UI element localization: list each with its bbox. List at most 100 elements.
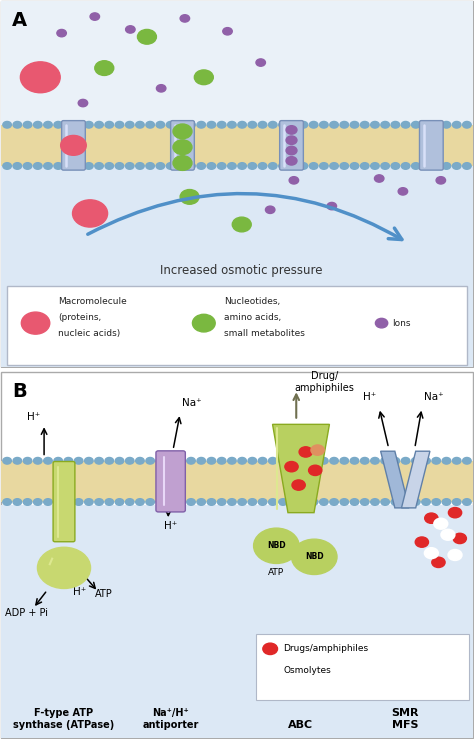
Circle shape — [57, 30, 66, 37]
Circle shape — [146, 163, 155, 169]
Circle shape — [207, 457, 216, 464]
FancyBboxPatch shape — [1, 125, 473, 166]
Text: Increased osmotic pressure: Increased osmotic pressure — [161, 264, 323, 277]
Circle shape — [411, 121, 420, 128]
Circle shape — [54, 499, 63, 505]
Circle shape — [350, 163, 359, 169]
Circle shape — [286, 126, 297, 134]
Circle shape — [311, 445, 324, 455]
Text: Na⁺/H⁺
antiporter: Na⁺/H⁺ antiporter — [143, 708, 199, 730]
Text: Osmolytes: Osmolytes — [283, 667, 331, 675]
Text: amino acids,: amino acids, — [224, 313, 281, 321]
Text: nucleic acids): nucleic acids) — [58, 329, 120, 338]
Circle shape — [126, 121, 134, 128]
Circle shape — [442, 163, 451, 169]
Circle shape — [13, 499, 22, 505]
Text: H⁺: H⁺ — [73, 587, 86, 597]
Circle shape — [136, 457, 144, 464]
FancyBboxPatch shape — [62, 120, 85, 170]
Circle shape — [176, 121, 185, 128]
Circle shape — [381, 457, 390, 464]
Circle shape — [238, 499, 246, 505]
Circle shape — [207, 121, 216, 128]
Circle shape — [248, 163, 256, 169]
Text: ABC: ABC — [288, 720, 314, 730]
Circle shape — [166, 121, 175, 128]
Circle shape — [34, 457, 42, 464]
Circle shape — [436, 177, 446, 184]
Circle shape — [452, 457, 461, 464]
Circle shape — [187, 163, 195, 169]
Circle shape — [289, 499, 298, 505]
Text: A: A — [12, 11, 27, 30]
Circle shape — [238, 457, 246, 464]
Circle shape — [309, 465, 322, 475]
Circle shape — [44, 499, 52, 505]
Circle shape — [330, 121, 338, 128]
Circle shape — [371, 121, 379, 128]
Circle shape — [156, 457, 164, 464]
Circle shape — [3, 457, 11, 464]
Circle shape — [105, 457, 114, 464]
Circle shape — [289, 457, 298, 464]
Circle shape — [279, 121, 287, 128]
Circle shape — [258, 457, 267, 464]
Circle shape — [310, 163, 318, 169]
Circle shape — [350, 121, 359, 128]
Text: H⁺: H⁺ — [363, 392, 376, 403]
Circle shape — [299, 447, 312, 457]
Circle shape — [442, 499, 451, 505]
Circle shape — [350, 457, 359, 464]
Circle shape — [21, 312, 50, 334]
Text: Drugs/amphiphiles: Drugs/amphiphiles — [283, 644, 369, 653]
Circle shape — [23, 457, 32, 464]
Circle shape — [425, 513, 438, 523]
Circle shape — [371, 457, 379, 464]
Circle shape — [292, 539, 337, 574]
Circle shape — [187, 457, 195, 464]
Circle shape — [371, 499, 379, 505]
Circle shape — [401, 121, 410, 128]
Circle shape — [375, 319, 388, 328]
Circle shape — [453, 534, 466, 544]
Circle shape — [401, 499, 410, 505]
Text: Drug/
amphiphiles: Drug/ amphiphiles — [295, 371, 355, 392]
Circle shape — [248, 121, 256, 128]
Circle shape — [13, 121, 22, 128]
Circle shape — [223, 27, 232, 35]
Circle shape — [415, 537, 428, 548]
Circle shape — [258, 121, 267, 128]
Circle shape — [374, 175, 384, 183]
Circle shape — [452, 499, 461, 505]
Circle shape — [463, 121, 471, 128]
Circle shape — [105, 499, 114, 505]
Circle shape — [432, 557, 445, 568]
Circle shape — [422, 163, 430, 169]
Circle shape — [37, 548, 91, 588]
Circle shape — [411, 457, 420, 464]
Circle shape — [279, 457, 287, 464]
Circle shape — [442, 457, 451, 464]
Circle shape — [425, 548, 438, 558]
Circle shape — [44, 163, 52, 169]
Circle shape — [166, 163, 175, 169]
Circle shape — [23, 499, 32, 505]
FancyBboxPatch shape — [256, 634, 469, 701]
Circle shape — [3, 163, 11, 169]
Circle shape — [432, 457, 440, 464]
Circle shape — [84, 121, 93, 128]
Text: SMR
MFS: SMR MFS — [392, 708, 419, 730]
Text: NBD: NBD — [267, 541, 286, 551]
Circle shape — [286, 157, 297, 165]
Circle shape — [126, 26, 135, 33]
Circle shape — [381, 499, 390, 505]
Circle shape — [54, 121, 63, 128]
FancyBboxPatch shape — [280, 120, 303, 170]
Circle shape — [411, 163, 420, 169]
Circle shape — [228, 457, 236, 464]
Circle shape — [64, 121, 73, 128]
Circle shape — [448, 550, 462, 560]
Circle shape — [310, 121, 318, 128]
Circle shape — [391, 499, 400, 505]
Circle shape — [44, 121, 52, 128]
